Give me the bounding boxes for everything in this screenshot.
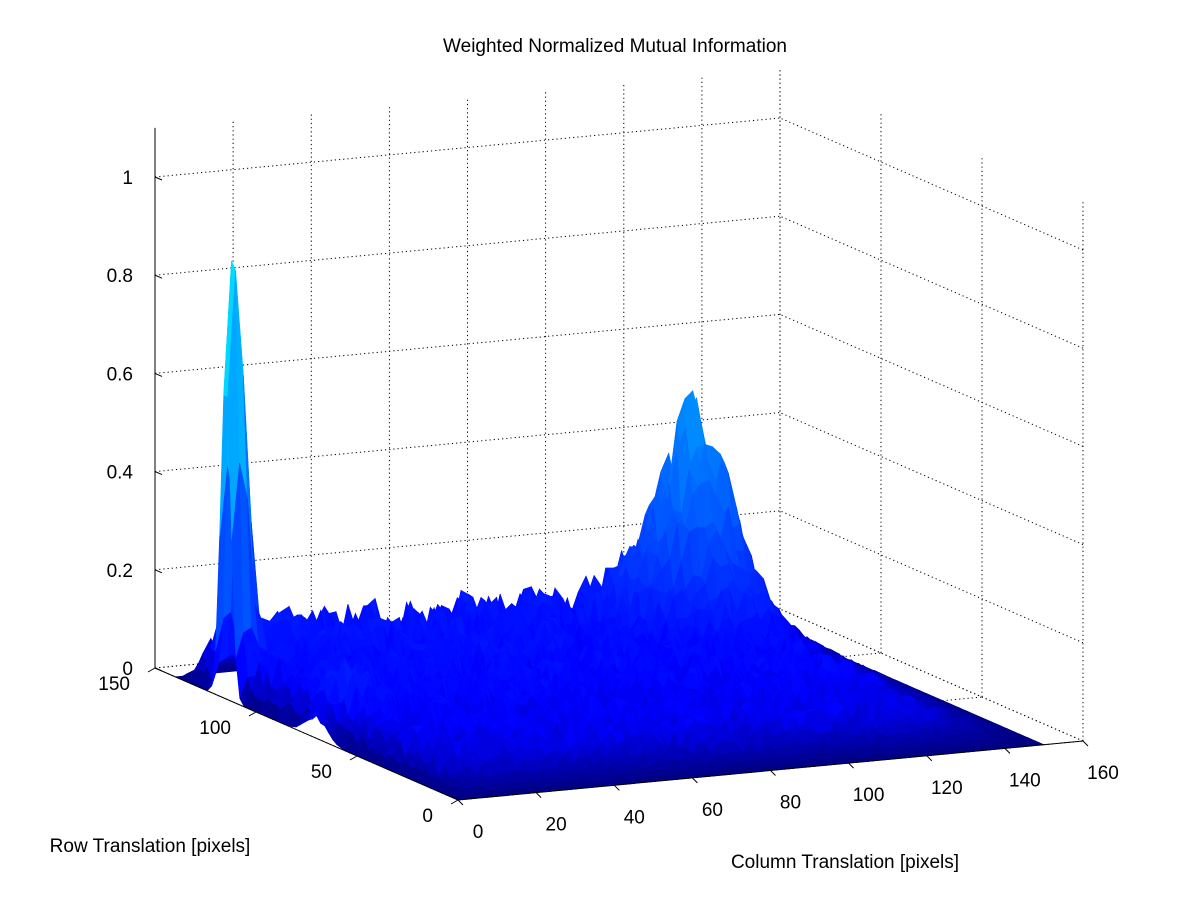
grid-line-side-z <box>779 412 1084 546</box>
surface-layer <box>174 260 1046 801</box>
grid-line-side-z <box>779 608 1084 742</box>
grid-line-side-z <box>779 313 1084 447</box>
grid-line-back-z <box>154 117 781 178</box>
grid-line-side-z <box>779 510 1084 644</box>
grid-line-side-z <box>779 117 1084 251</box>
grid-line-side-z <box>779 215 1084 349</box>
grid-line-back-z <box>154 215 781 276</box>
